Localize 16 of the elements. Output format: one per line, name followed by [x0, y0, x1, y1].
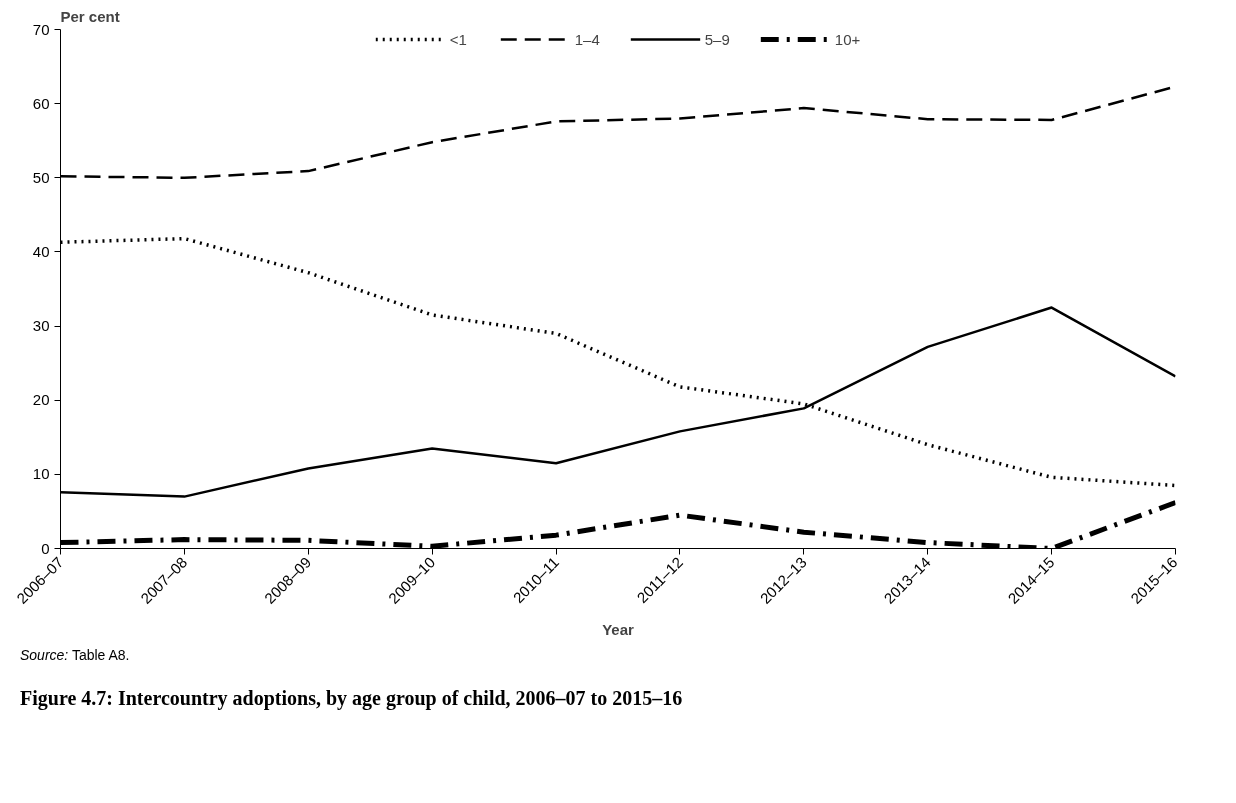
legend-label: 5–9: [704, 30, 730, 48]
y-axis-title: Per cent: [60, 7, 120, 25]
y-tick-label: 20: [32, 391, 50, 409]
y-tick-label: 50: [32, 168, 50, 186]
y-tick-label: 70: [32, 20, 50, 38]
legend-label: 1–4: [574, 30, 600, 48]
y-tick-label: 10: [32, 465, 50, 483]
text: Figure 4.7: Intercountry adoptions, by age group of child, 2006–07 to 2015–16: [20, 686, 683, 712]
x-axis-title: Year: [602, 620, 635, 638]
legend-label: 10+: [834, 30, 861, 48]
legend-label: <1: [449, 30, 468, 48]
y-tick-label: 60: [32, 94, 50, 112]
y-tick-label: 30: [32, 317, 50, 335]
y-tick-label: 0: [41, 539, 50, 557]
y-tick-label: 40: [32, 242, 50, 260]
source-note: Source: Table A8.: [20, 646, 130, 665]
